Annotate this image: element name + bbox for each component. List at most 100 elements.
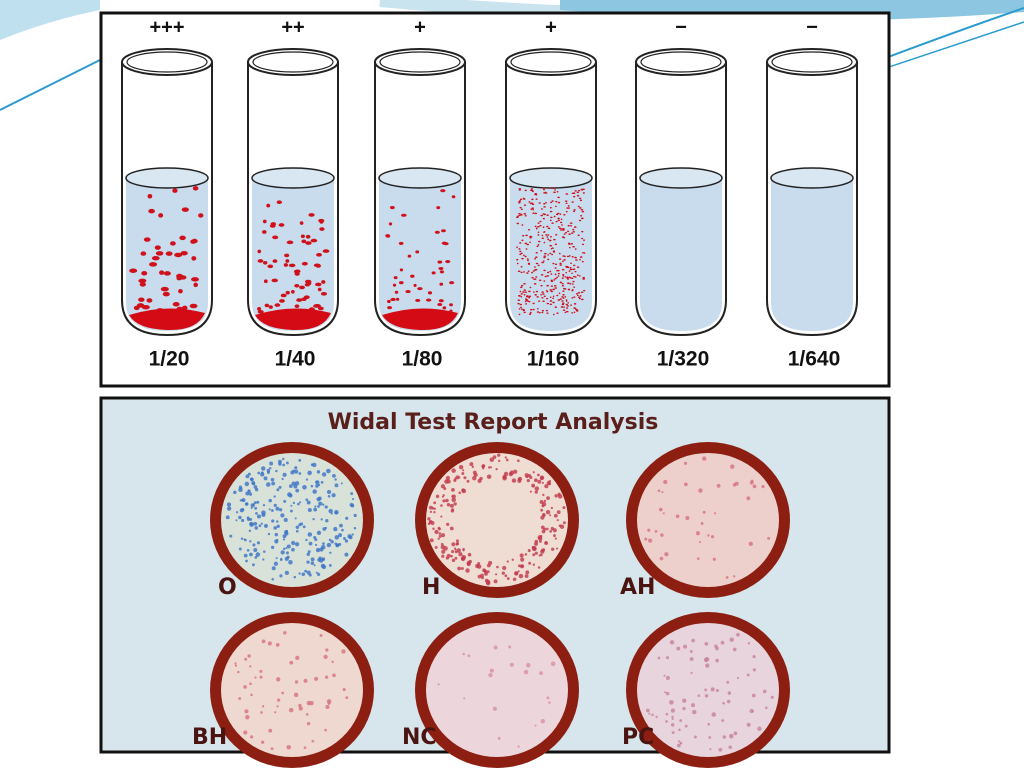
agglutinate [557, 201, 561, 204]
agglutinate [529, 189, 533, 192]
well-particle [350, 503, 355, 508]
well-particle [514, 571, 519, 576]
well-particle [294, 481, 300, 486]
well-particle [517, 476, 523, 482]
agglutinate [577, 189, 581, 192]
well-particle [761, 485, 765, 489]
well-particle [326, 542, 332, 548]
tube-rim [766, 48, 858, 76]
tube-dilution: 1/20 [149, 348, 190, 371]
agglutinate [572, 245, 576, 248]
agglutinate [322, 249, 330, 253]
tube-result: + [545, 16, 557, 38]
well-particle [497, 736, 501, 740]
well-particle [321, 564, 327, 570]
agglutinate [308, 213, 315, 217]
agglutinate [567, 207, 571, 209]
well-particle [727, 691, 732, 695]
well-particle [664, 691, 667, 694]
agglutinate [571, 289, 574, 292]
well-particle [271, 566, 276, 571]
well-particle [748, 541, 753, 547]
agglutinate [533, 278, 536, 280]
well [221, 623, 363, 757]
well-particle [537, 473, 540, 477]
agglutinate [545, 234, 548, 236]
agglutinate [520, 252, 523, 255]
well-particle [749, 480, 754, 485]
agglutinate [385, 234, 390, 238]
agglutinate [542, 188, 546, 191]
well-particle [329, 551, 332, 554]
agglutinate [523, 254, 525, 257]
agglutinate [146, 298, 153, 303]
well-particle [299, 522, 304, 526]
agglutinate [549, 252, 552, 255]
agglutinate [558, 258, 562, 260]
well-particle [334, 478, 337, 481]
agglutinate [296, 298, 303, 302]
agglutinate [536, 245, 539, 248]
well-particle [671, 715, 674, 719]
well-particle [241, 518, 245, 523]
agglutinate [576, 191, 579, 194]
well-particle [690, 671, 693, 675]
well-particle [320, 518, 323, 521]
tube-dilution: 1/80 [402, 348, 443, 371]
well-particle [434, 546, 438, 549]
well-particle [524, 574, 529, 579]
well-particle [707, 534, 710, 537]
agglutinate [527, 270, 530, 272]
well-particle [291, 540, 296, 546]
well-particle [263, 523, 269, 528]
agglutinate [398, 241, 404, 245]
agglutinate [559, 298, 562, 300]
agglutinate [543, 255, 547, 257]
well-particle [225, 515, 230, 520]
agglutinate [565, 271, 568, 274]
agglutinate [565, 307, 569, 309]
well-particle [435, 494, 440, 499]
well-particle [441, 495, 444, 498]
well-label: BH [192, 725, 227, 750]
well-particle [293, 575, 297, 579]
well-particle [538, 536, 543, 541]
agglutinate [551, 247, 554, 249]
agglutinate [537, 264, 540, 267]
well-particle [284, 570, 290, 576]
agglutinate [270, 222, 277, 226]
agglutinate [537, 308, 539, 310]
agglutinate [191, 256, 197, 261]
agglutinate [517, 215, 519, 217]
agglutinate [189, 303, 198, 309]
well-particle [345, 516, 349, 520]
well-particle [551, 547, 555, 551]
well-particle [457, 566, 461, 571]
well-particle [678, 740, 681, 743]
agglutinate [567, 302, 570, 304]
well-particle [298, 703, 302, 708]
agglutinate [316, 252, 322, 257]
well-particle [556, 547, 559, 550]
agglutinate [440, 189, 446, 193]
well-particle [235, 519, 238, 522]
agglutinate [577, 292, 581, 294]
agglutinate [304, 282, 311, 287]
well-particle [276, 677, 281, 682]
agglutinate [521, 308, 523, 310]
agglutinate [581, 260, 584, 263]
agglutinate [518, 248, 521, 250]
agglutinate [576, 194, 580, 197]
well-particle [290, 509, 293, 513]
agglutinate [554, 243, 558, 246]
well-particle [331, 493, 336, 498]
well-particle [548, 479, 552, 483]
agglutinate [564, 311, 567, 314]
well-particle [270, 509, 274, 512]
agglutinate [563, 288, 567, 290]
agglutinate [523, 289, 526, 291]
agglutinate [320, 292, 328, 296]
agglutinate [561, 224, 563, 226]
well-particle [513, 469, 518, 474]
agglutinate [521, 224, 524, 226]
